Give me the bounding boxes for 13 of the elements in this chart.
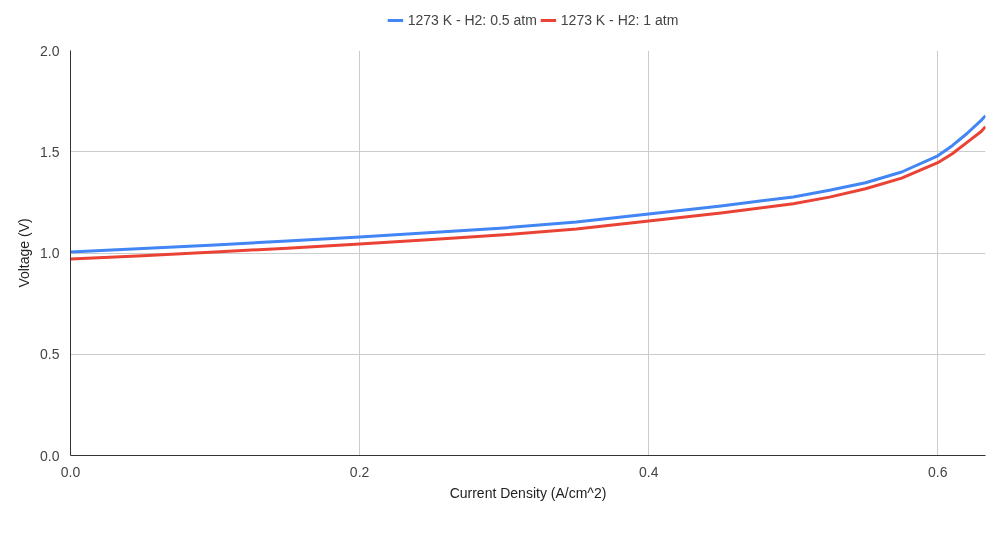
x-tick-label: 0.4 [638, 463, 659, 480]
legend-label: 1273 K - H2: 1 atm [560, 12, 679, 28]
y-tick-label: 2.0 [40, 42, 60, 59]
x-tick-label: 0.0 [60, 463, 81, 480]
y-axis-title: Voltage (V) [16, 218, 33, 288]
y-tick-label: 1.5 [40, 143, 60, 160]
y-tick-label: 0.5 [40, 346, 60, 363]
y-tick-label: 0.0 [40, 447, 60, 464]
x-axis-title: Current Density (A/cm^2) [449, 484, 607, 501]
legend-label: 1273 K - H2: 0.5 atm [407, 12, 537, 28]
y-tick-label: 1.0 [40, 245, 60, 261]
x-tick-label: 0.2 [349, 463, 370, 480]
x-tick-label: 0.6 [928, 463, 948, 480]
